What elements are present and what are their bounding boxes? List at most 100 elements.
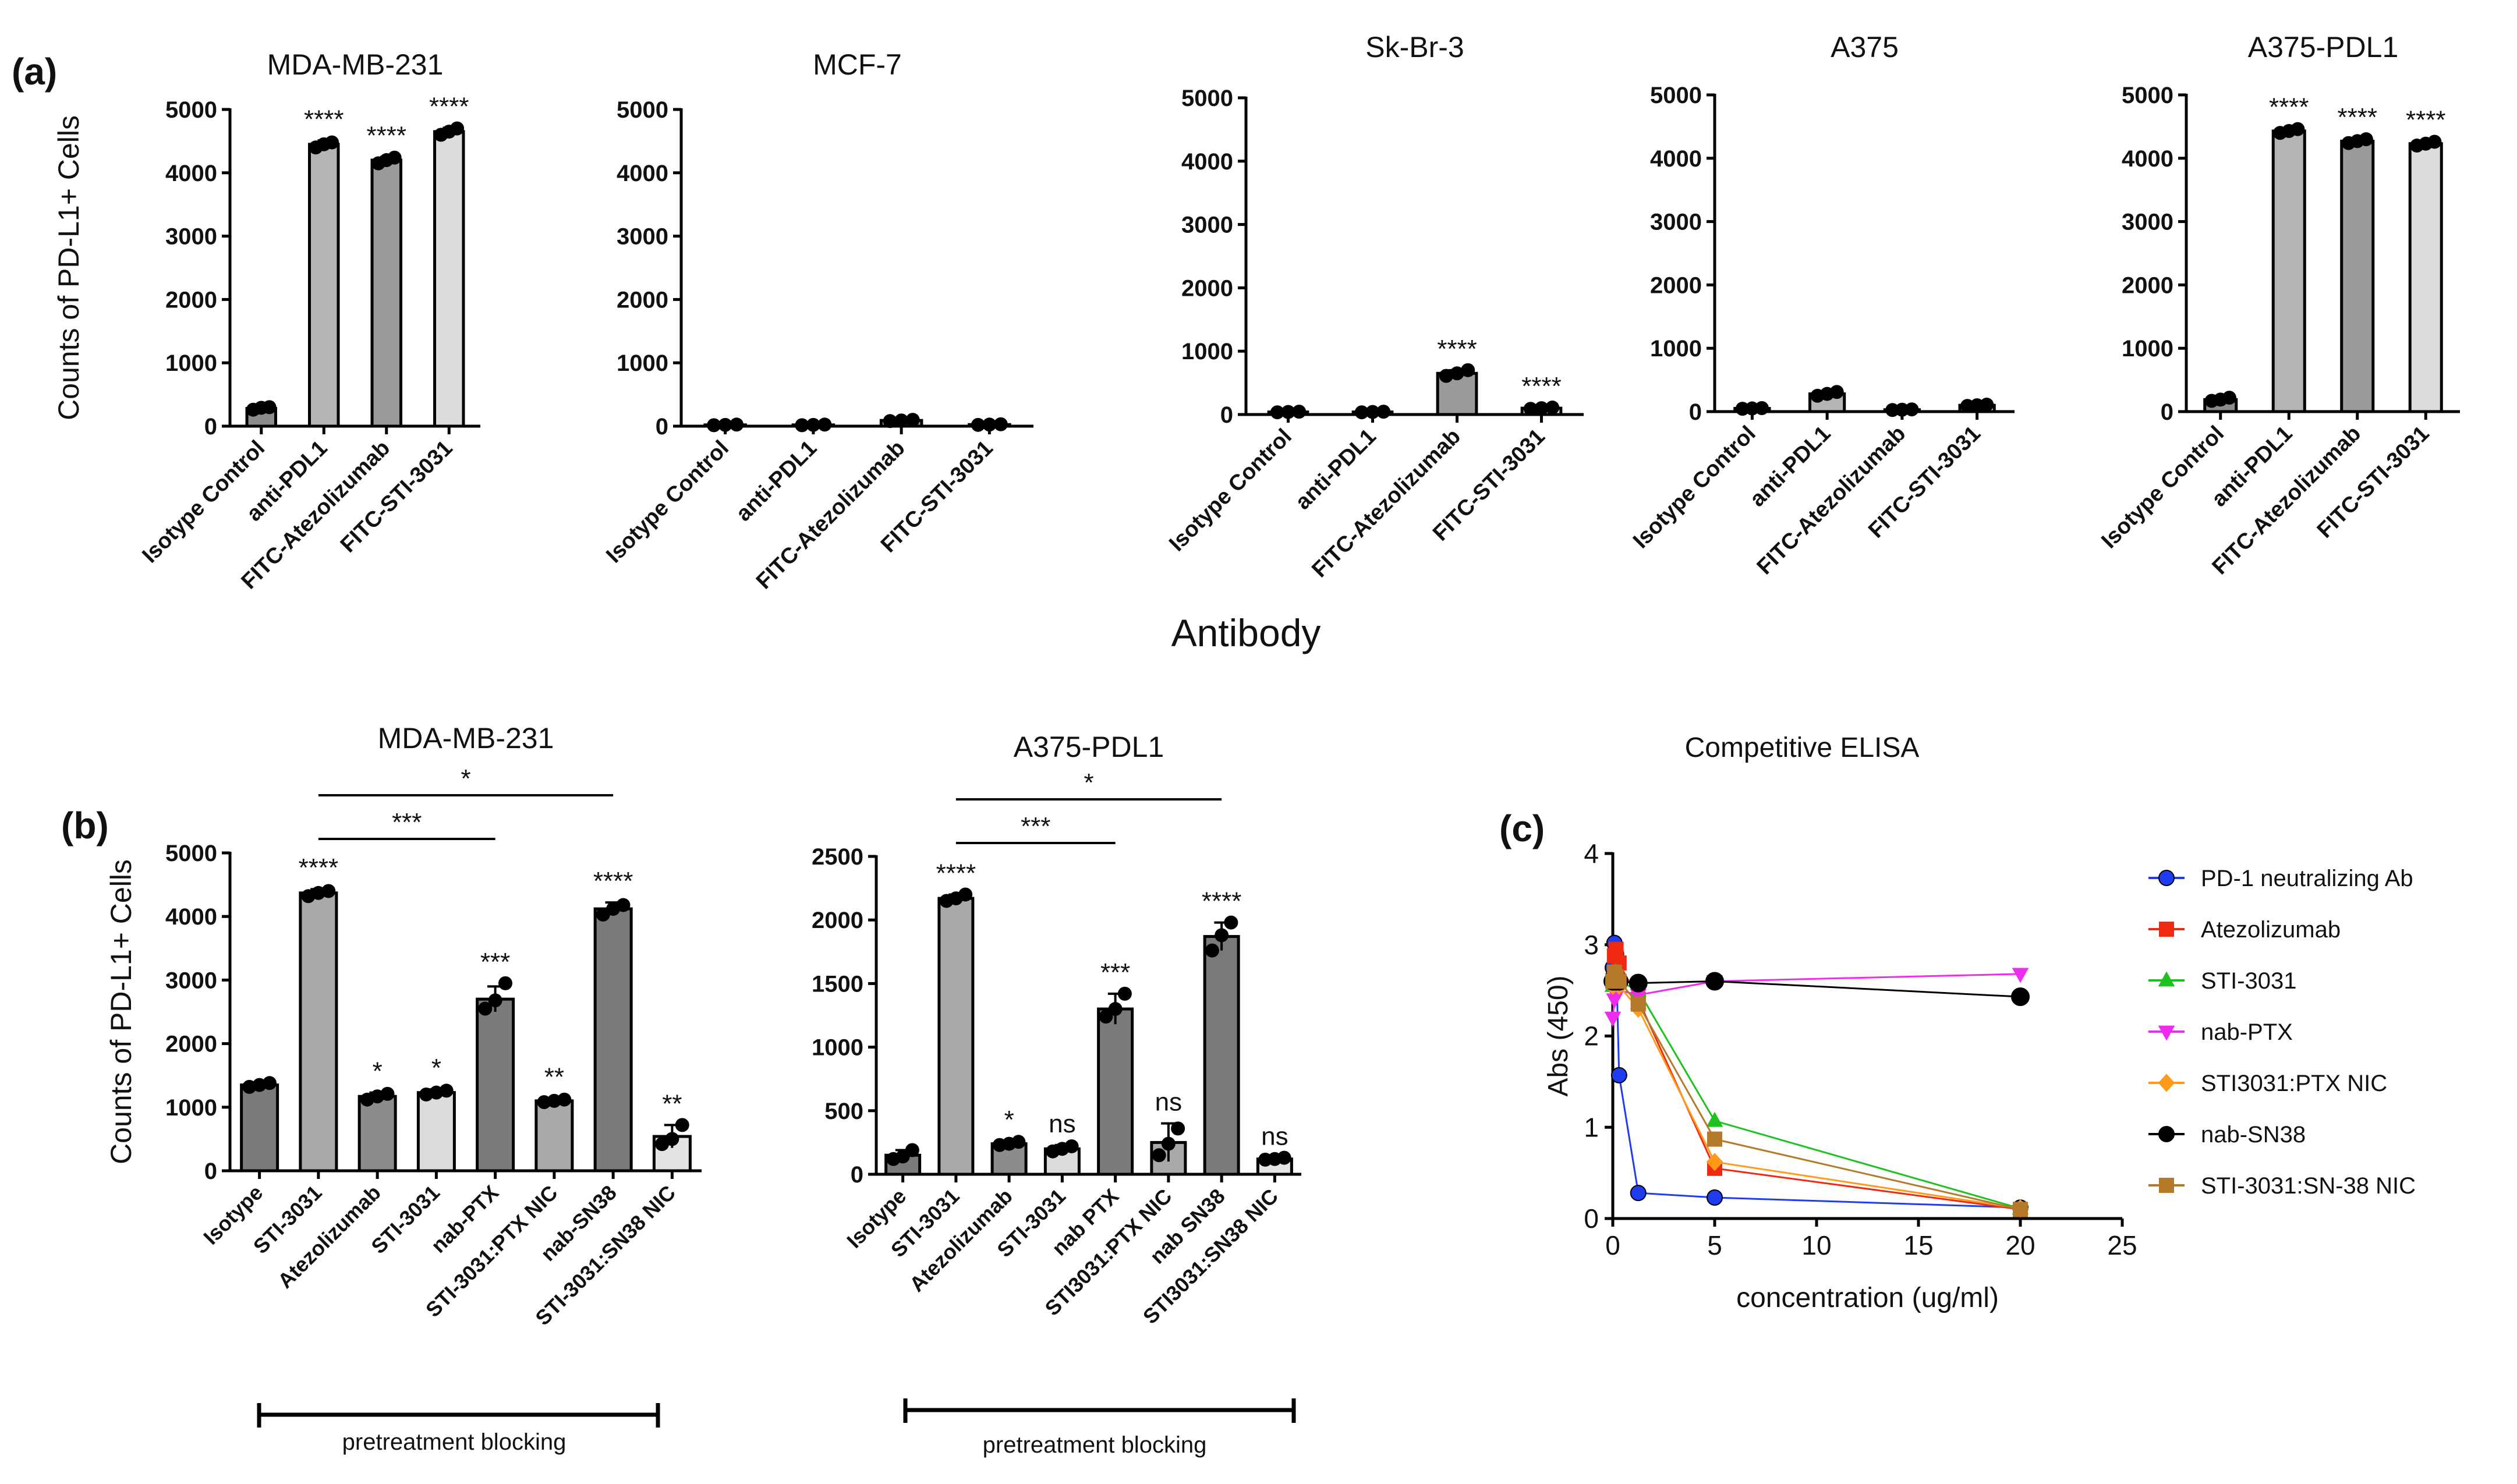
data-point — [817, 417, 832, 432]
bar-nab-sn38 — [593, 907, 633, 1173]
significance-label: ns — [1049, 1110, 1075, 1138]
data-point-nab-ptx — [2012, 968, 2029, 983]
y-tick-label: 2000 — [165, 1032, 217, 1057]
y-tick-label: 3000 — [165, 968, 217, 993]
y-tick-label: 1000 — [165, 1095, 217, 1121]
y-tick-label: 3000 — [165, 224, 217, 250]
y-tick-label: 1000 — [1181, 339, 1233, 364]
y-tick-label: 3000 — [617, 224, 668, 250]
significance-label: **** — [299, 853, 339, 882]
data-point — [1450, 366, 1464, 381]
x-tick-label-isotype-control: Isotype Control — [1164, 424, 1297, 557]
chart-title: MCF-7 — [813, 48, 902, 81]
data-point — [1099, 1010, 1113, 1024]
legend-marker — [2158, 1126, 2175, 1142]
significance-label: *** — [1100, 958, 1130, 987]
y-tick-label: 2000 — [812, 908, 863, 933]
y-tick-label: 3000 — [1181, 212, 1233, 238]
legend-item-sti3031-ptx-nic: STI3031:PTX NIC — [2148, 1071, 2387, 1096]
y-tick-label: 4000 — [165, 904, 217, 930]
y-tick-label: 0 — [204, 414, 217, 440]
data-point — [321, 884, 336, 898]
data-point — [1270, 405, 1284, 420]
y-tick-label: 0 — [2161, 399, 2173, 425]
legend-marker — [2158, 1025, 2175, 1041]
x-tick-label: 25 — [2107, 1230, 2137, 1260]
legend-item-nab-ptx: nab-PTX — [2148, 1019, 2293, 1045]
x-tick-label-isotype-control: Isotype Control — [2097, 422, 2229, 554]
x-axis-label: concentration (ug/ml) — [1736, 1283, 1999, 1313]
legend-item-nab-sn38: nab-SN38 — [2148, 1122, 2306, 1147]
legend-item-pd-1-neutralizing-ab: PD-1 neutralizing Ab — [2148, 866, 2413, 891]
y-tick-label: 4000 — [1650, 146, 1702, 172]
data-point — [2222, 391, 2236, 405]
data-point — [905, 413, 920, 427]
data-point-sti-3031-sn-38-nic — [1611, 973, 1627, 989]
chart-title: A375-PDL1 — [1014, 731, 1164, 763]
y-tick-label: 2000 — [617, 287, 668, 313]
data-point — [1108, 1002, 1123, 1017]
data-point — [439, 1083, 454, 1098]
y-tick-label: 0 — [1584, 1203, 1599, 1234]
pretreatment-bracket-b1: pretreatment blocking — [257, 1403, 660, 1455]
bar-sti-3031 — [937, 897, 975, 1176]
y-tick-label: 1000 — [2122, 336, 2173, 362]
legend-marker — [2158, 971, 2175, 987]
data-point — [2291, 122, 2305, 136]
data-point — [1461, 363, 1475, 377]
data-point-nab-sn38 — [1629, 973, 1648, 993]
significance-label: *** — [480, 948, 510, 976]
significance-label: * — [431, 1054, 441, 1082]
y-tick-label: 1000 — [617, 350, 668, 376]
data-point-sti-3031-sn-38-nic — [2013, 1202, 2028, 1217]
series-sti-3031-sn-38-nic — [1605, 964, 2028, 1217]
data-point — [707, 418, 721, 433]
chart-title: MDA-MB-231 — [378, 722, 554, 755]
y-tick-label: 5000 — [165, 841, 217, 866]
y-tick-label: 5000 — [617, 97, 668, 123]
y-tick-label: 5000 — [1181, 86, 1233, 111]
data-point-sti3031-ptx-nic — [1706, 1153, 1723, 1171]
pretreatment-label: pretreatment blocking — [342, 1429, 567, 1455]
legend-label: Atezolizumab — [2201, 917, 2341, 943]
data-point-sti-3031-sn-38-nic — [1707, 1131, 1722, 1147]
legend-marker — [2159, 922, 2174, 937]
x-tick-label-fitc-atezolizumab: FITC-Atezolizumab — [1307, 424, 1465, 583]
chart-a-a375-pdl1: A375-PDL1 0 1000 2000 3000 4000 5000 Isotype Co… — [2097, 31, 2460, 579]
chart-c-competitive-elisa: Competitive ELISA 0 1 2 3 4 0 5 10 15 20 25 concentr… — [1543, 732, 2416, 1313]
y-tick-label: 1500 — [812, 971, 863, 997]
significance-label: **** — [2338, 103, 2378, 132]
x-tick-label-fitc-atezolizumab: FITC-Atezolizumab — [752, 436, 910, 594]
chart-a-sk-br-3: Sk-Br-3 0 1000 2000 3000 4000 5000 Isotype Cont… — [1164, 31, 1584, 582]
data-point — [1292, 405, 1307, 419]
comparison-label: *** — [1021, 812, 1050, 841]
data-point — [905, 1143, 919, 1157]
significance-label: **** — [1202, 887, 1242, 916]
significance-label: * — [373, 1057, 383, 1086]
panel-b-label: (b) — [61, 805, 109, 847]
chart-b-a375-pdl1: A375-PDL105001000150020002500IsotypeSTI-… — [812, 731, 1301, 1329]
data-point-sti-3031 — [1706, 1111, 1723, 1127]
y-tick-label: 0 — [851, 1162, 863, 1188]
bar-nab-sn38 — [1203, 935, 1240, 1176]
bar-fitc-atezolizumab — [2340, 139, 2375, 413]
legend-label: nab-SN38 — [2201, 1122, 2306, 1147]
data-point-nab-ptx — [1630, 989, 1647, 1004]
y-tick-label: 3000 — [2122, 210, 2173, 235]
legend-item-sti-3031: STI-3031 — [2148, 968, 2297, 994]
chart-a-mcf-7: MCF-7 0 1000 2000 3000 4000 5000 Isotype Contro… — [601, 48, 1033, 594]
data-point — [557, 1092, 572, 1107]
data-point — [450, 121, 465, 136]
data-point — [262, 400, 277, 415]
data-point — [806, 417, 820, 432]
bar-fitc-sti-3031 — [2408, 142, 2443, 413]
series-line-sti-3031-sn-38-nic — [1612, 968, 2021, 1210]
pretreatment-bracket-b2: pretreatment blocking — [903, 1398, 1296, 1458]
series-line-nab-sn38 — [1612, 974, 2021, 998]
data-point — [1545, 401, 1560, 415]
chart-title: MDA-MB-231 — [267, 48, 444, 81]
data-point — [2359, 132, 2373, 147]
data-point — [883, 414, 897, 428]
data-point — [982, 417, 997, 432]
